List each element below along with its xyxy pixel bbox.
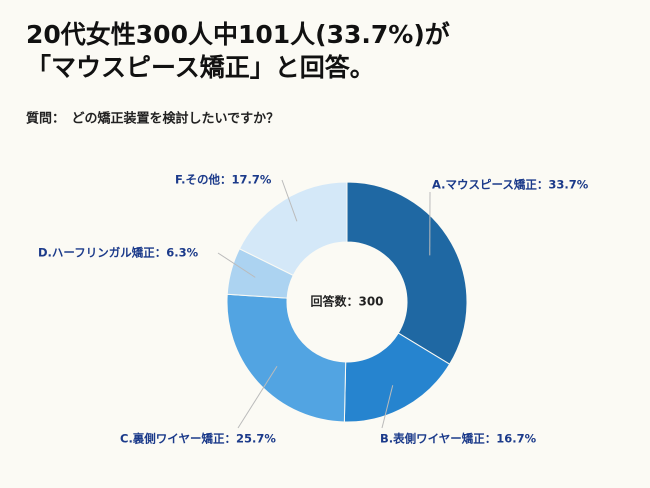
data-label: C.裏側ワイヤー矯正：25.7%	[120, 432, 276, 446]
leader-line	[217, 252, 256, 278]
leader-line	[381, 385, 394, 429]
data-label: D.ハーフリンガル矯正：6.3%	[38, 246, 199, 260]
data-label: B.表側ワイヤー矯正：16.7%	[380, 432, 537, 446]
chart-title: 20代女性300人中101人(33.7%)が	[26, 20, 450, 49]
donut-segment	[226, 293, 347, 423]
center-label: 回答数：300	[310, 294, 383, 309]
donut-segment	[346, 181, 468, 365]
donut-segment	[238, 181, 348, 277]
data-label: F.その他：17.7%	[175, 173, 272, 187]
chart-title: 「マウスピース矯正」と回答。	[26, 53, 375, 82]
leader-line	[281, 179, 298, 222]
data-label: A.マウスピース矯正：33.7%	[432, 178, 589, 192]
leader-line	[237, 365, 278, 429]
subtitle: 質問： どの矯正装置を検討したいですか？	[26, 111, 279, 127]
